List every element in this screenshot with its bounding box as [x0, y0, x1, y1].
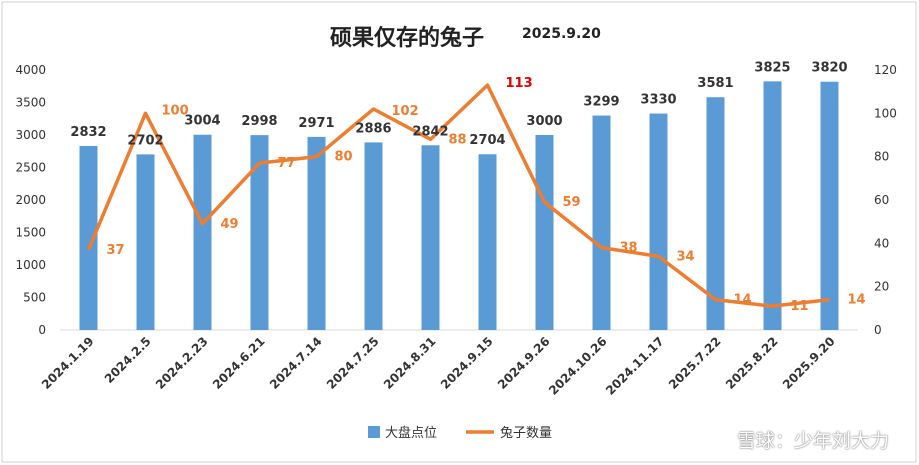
y-left-tick-label: 1500: [15, 226, 46, 240]
x-tick-label: 2024.7.25: [324, 334, 382, 392]
bar-value-label: 3004: [184, 114, 220, 129]
bar-value-label: 2998: [241, 114, 277, 129]
line-value-label: 34: [677, 249, 695, 264]
y-right-tick-label: 100: [874, 106, 897, 120]
line-value-label: 38: [620, 241, 638, 256]
y-left-tick-label: 500: [23, 291, 46, 305]
bar-value-label: 2832: [70, 125, 106, 140]
bar-value-label: 2886: [355, 121, 391, 136]
bar: [421, 145, 440, 330]
bar-value-label: 3581: [697, 76, 733, 91]
bar: [79, 145, 98, 330]
line-value-label: 14: [734, 293, 752, 308]
y-left-tick-label: 2500: [15, 161, 46, 175]
x-tick-label: 2025.9.20: [780, 334, 838, 392]
y-right-tick-label: 120: [874, 63, 897, 77]
x-tick-label: 2024.6.21: [210, 334, 268, 392]
bar: [193, 134, 212, 330]
chart-subtitle: 2025.9.20: [522, 26, 601, 42]
line-value-label: 77: [278, 156, 296, 171]
line-value-label: 49: [221, 217, 239, 232]
y-left-tick-label: 1000: [15, 258, 46, 272]
watermark: 雪球：少年刘大力: [736, 430, 889, 452]
chart-title: 硕果仅存的兔子: [330, 26, 485, 51]
y-right-tick-label: 80: [874, 150, 889, 164]
y-left-tick-label: 0: [38, 323, 46, 337]
bar-value-label: 3000: [526, 114, 562, 129]
bar: [364, 142, 383, 330]
legend-line-label: 兔子数量: [500, 426, 552, 441]
legend-bar-swatch: [368, 426, 380, 438]
x-tick-label: 2024.2.23: [153, 334, 211, 392]
line-value-label: 102: [392, 104, 419, 119]
x-tick-label: 2024.9.26: [495, 334, 553, 392]
x-tick-label: 2025.8.22: [723, 334, 781, 392]
line-value-label: 11: [791, 299, 809, 314]
bar: [136, 154, 155, 330]
x-tick-label: 2025.7.22: [666, 334, 724, 392]
bar-value-label: 2971: [298, 116, 334, 131]
bar-value-label: 2704: [469, 133, 505, 148]
y-left-tick-label: 4000: [15, 63, 46, 77]
x-tick-label: 2024.10.26: [546, 334, 610, 398]
line-value-label: 88: [449, 132, 467, 147]
legend-bar-label: 大盘点位: [385, 425, 437, 441]
x-tick-label: 2024.2.5: [102, 334, 154, 386]
line-value-label: 59: [563, 195, 581, 210]
bar: [820, 81, 839, 330]
bar: [763, 81, 782, 330]
line-value-label: 80: [335, 150, 353, 165]
y-right-tick-label: 40: [874, 236, 889, 250]
bar: [535, 135, 554, 330]
bar-value-label: 3299: [583, 95, 619, 110]
x-tick-label: 2024.11.17: [603, 334, 667, 398]
y-right-tick-label: 20: [874, 280, 889, 294]
bar-value-label: 3825: [754, 60, 790, 75]
bar: [250, 135, 269, 330]
bar-value-label: 2842: [412, 124, 448, 139]
x-tick-label: 2024.1.19: [39, 334, 97, 392]
bar-value-label: 3330: [640, 93, 676, 108]
bar: [307, 136, 326, 330]
bar: [592, 115, 611, 330]
x-tick-label: 2024.8.31: [381, 334, 439, 392]
line-value-label: 100: [162, 103, 189, 118]
line-value-label: 37: [107, 243, 125, 258]
bar-value-label: 3820: [811, 61, 847, 76]
bar: [649, 113, 668, 330]
x-tick-label: 2024.7.14: [267, 334, 325, 392]
y-left-tick-label: 3000: [15, 128, 46, 142]
y-right-tick-label: 60: [874, 193, 889, 207]
bar: [478, 154, 497, 330]
y-left-tick-label: 3500: [15, 96, 46, 110]
x-tick-label: 2024.9.15: [438, 334, 496, 392]
y-left-tick-label: 2000: [15, 193, 46, 207]
line-value-label: 113: [506, 76, 533, 91]
y-right-tick-label: 0: [874, 323, 882, 337]
bar: [706, 97, 725, 330]
line-value-label: 14: [848, 293, 866, 308]
bar-value-label: 2702: [127, 133, 163, 148]
series-line: [86, 83, 830, 308]
